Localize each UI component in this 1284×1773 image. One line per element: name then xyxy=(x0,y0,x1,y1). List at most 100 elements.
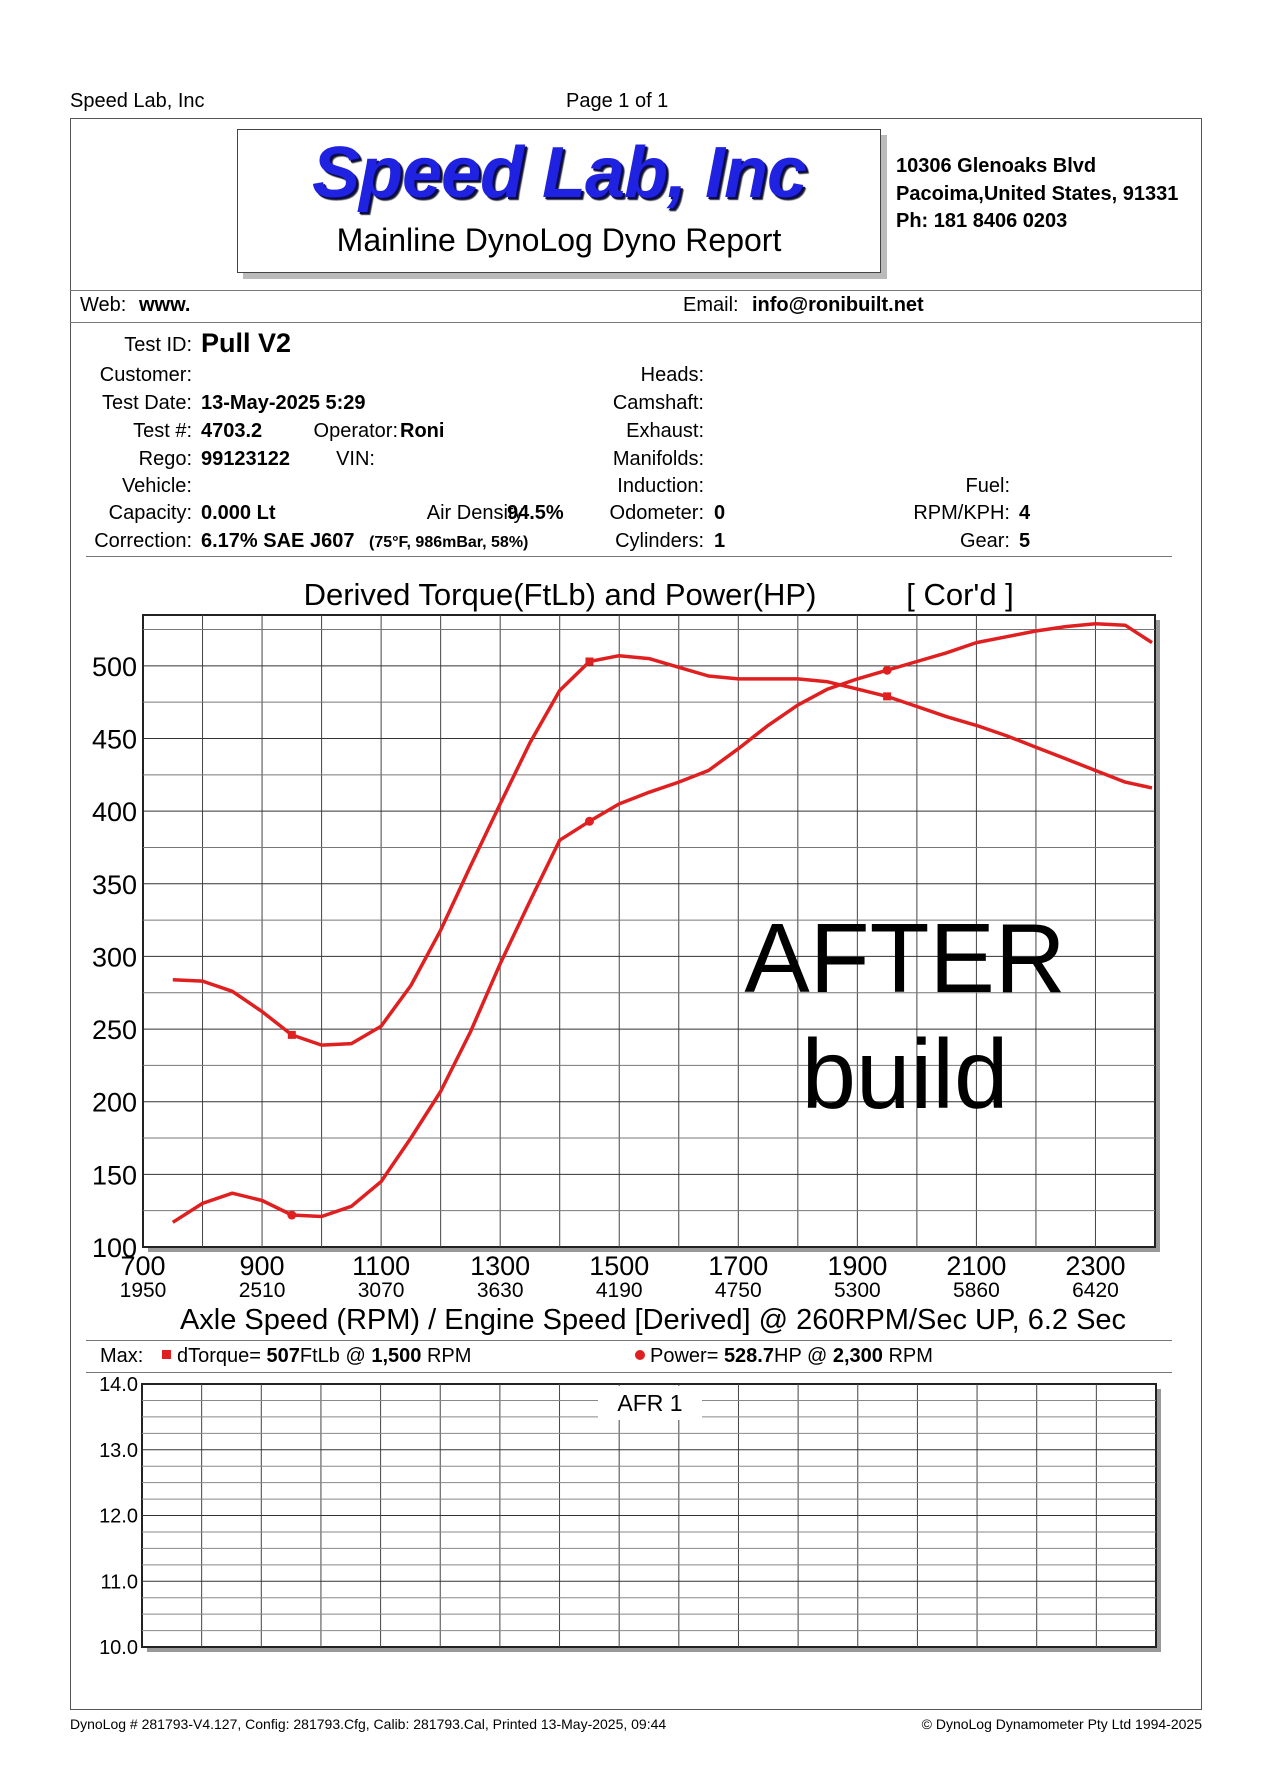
x2-tick-label: 2510 xyxy=(239,1279,286,1302)
x2-tick-label: 5860 xyxy=(953,1279,1000,1302)
camshaft-label: Camshaft: xyxy=(612,392,704,414)
torque-line xyxy=(172,653,1153,1047)
torque-power-chart: Derived Torque(FtLb) and Power(HP) [ Cor… xyxy=(92,577,1160,1336)
x2-tick-label: 4190 xyxy=(596,1279,643,1302)
max-torque: dTorque= 507FtLb @ 1,500 RPM xyxy=(177,1345,471,1368)
report-frame xyxy=(70,118,1202,1710)
induction-label: Induction: xyxy=(617,475,704,497)
afr-y-tick-label: 11.0 xyxy=(101,1571,138,1593)
y-tick-label: 500 xyxy=(92,652,137,682)
email-value: info@ronibuilt.net xyxy=(752,294,924,316)
rpm-kph-label: RPM/KPH: xyxy=(913,502,1010,524)
afr-y-tick-label: 12.0 xyxy=(99,1506,138,1528)
odometer-label: Odometer: xyxy=(609,502,704,524)
test-id-label: Test ID: xyxy=(124,334,192,356)
x-tick-label: 1500 xyxy=(589,1251,649,1281)
address-phone: Ph: 181 8406 0203 xyxy=(896,210,1068,232)
footer-right: © DynoLog Dynamometer Pty Ltd 1994-2025 xyxy=(921,1716,1202,1732)
y-tick-label: 250 xyxy=(92,1015,137,1045)
report-subtitle: Mainline DynoLog Dyno Report xyxy=(336,222,782,258)
max-power-value: 528.7 xyxy=(723,1345,774,1367)
y-tick-label: 150 xyxy=(92,1160,137,1190)
address-line1: 10306 Glenoaks Blvd xyxy=(896,155,1097,177)
address-line2: Pacoima,United States, 91331 xyxy=(896,183,1179,205)
power-marker xyxy=(584,816,594,826)
x-tick-label: 1300 xyxy=(470,1251,530,1281)
afr-y-tick-label: 13.0 xyxy=(99,1440,138,1462)
footer-left: DynoLog # 281793-V4.127, Config: 281793.… xyxy=(70,1716,667,1732)
annotation-after: AFTER xyxy=(744,903,1065,1013)
power-marker-icon xyxy=(635,1350,645,1360)
plot-area xyxy=(142,614,1156,1248)
power-line xyxy=(171,621,1153,1224)
x-tick-label: 700 xyxy=(120,1251,165,1281)
y-tick-label: 300 xyxy=(92,942,137,972)
vin-label: VIN: xyxy=(336,448,375,470)
correction-detail: (75°F, 986mBar, 58%) xyxy=(369,534,529,551)
max-torque-text: dTorque= xyxy=(177,1345,261,1367)
x-tick-label: 1100 xyxy=(352,1251,410,1281)
divider-2 xyxy=(70,322,1202,323)
heads-label: Heads: xyxy=(640,364,704,386)
exhaust-label: Exhaust: xyxy=(626,420,704,442)
afr-y-tick-label: 14.0 xyxy=(99,1374,138,1396)
rego-label: Rego: xyxy=(138,448,192,470)
chart-title-suffix: [ Cor'd ] xyxy=(906,577,1014,612)
max-power-rpm-unit: RPM xyxy=(888,1345,933,1367)
x2-tick-label: 3070 xyxy=(358,1279,405,1302)
max-power-text: Power= xyxy=(650,1345,719,1367)
divider-5 xyxy=(86,1372,1172,1373)
operator-value: Roni xyxy=(400,420,445,442)
gear-label: Gear: xyxy=(959,530,1010,552)
vehicle-label: Vehicle: xyxy=(121,475,192,497)
max-power-rpm: 2,300 xyxy=(832,1345,883,1367)
x2-tick-label: 3630 xyxy=(477,1279,524,1302)
air-density-label: Air Density: xyxy=(426,502,529,524)
x-tick-label: 1900 xyxy=(827,1251,887,1281)
divider-1 xyxy=(70,290,1202,291)
page-number: Page 1 of 1 xyxy=(566,90,669,112)
y-tick-label: 350 xyxy=(92,870,137,900)
afr-title: AFR 1 xyxy=(617,1390,682,1416)
divider-3 xyxy=(86,556,1172,557)
rpm-kph-value: 4 xyxy=(1019,502,1031,524)
torque-marker xyxy=(883,692,892,701)
web-value: www. xyxy=(139,294,191,316)
odometer-value: 0 xyxy=(714,502,726,524)
y-tick-label: 400 xyxy=(92,797,137,827)
max-label: Max: xyxy=(100,1345,144,1367)
max-power: Power= 528.7HP @ 2,300 RPM xyxy=(650,1345,933,1368)
capacity-label: Capacity: xyxy=(108,502,192,524)
max-torque-value: 507 xyxy=(266,1345,300,1367)
customer-label: Customer: xyxy=(99,364,192,386)
test-num-label: Test #: xyxy=(133,420,192,442)
x-axis-label: Axle Speed (RPM) / Engine Speed [Derived… xyxy=(180,1304,1126,1336)
test-date-label: Test Date: xyxy=(101,392,192,414)
x-tick-label: 2300 xyxy=(1065,1251,1125,1281)
torque-marker xyxy=(585,657,594,666)
x2-tick-label: 4750 xyxy=(715,1279,762,1302)
annotation-build: build xyxy=(801,1019,1008,1129)
cylinders-label: Cylinders: xyxy=(615,530,704,552)
test-date-value: 13-May-2025 5:29 xyxy=(201,392,366,414)
y-tick-label: 450 xyxy=(92,724,137,754)
y-tick-label: 200 xyxy=(92,1088,137,1118)
air-density-value: 94.5% xyxy=(507,502,564,524)
power-marker xyxy=(882,665,892,675)
rego-value: 99123122 xyxy=(201,448,290,470)
page-header-company: Speed Lab, Inc xyxy=(70,90,205,112)
test-id-value: Pull V2 xyxy=(201,328,292,358)
chart-title: Derived Torque(FtLb) and Power(HP) xyxy=(304,577,817,612)
correction-value: 6.17% SAE J607 xyxy=(201,530,355,552)
x-tick-label: 900 xyxy=(240,1251,285,1281)
web-label: Web: xyxy=(80,294,127,316)
max-torque-unit: FtLb @ xyxy=(299,1345,366,1367)
x2-tick-label: 1950 xyxy=(120,1279,167,1302)
max-torque-rpm: 1,500 xyxy=(371,1345,422,1367)
logo-box: Speed Lab, Inc Mainline DynoLog Dyno Rep… xyxy=(237,129,881,273)
fuel-label: Fuel: xyxy=(965,475,1010,497)
torque-marker xyxy=(287,1030,296,1039)
divider-4 xyxy=(86,1340,1172,1341)
afr-chart: 10.0 11.0 12.0 13.0 14.0 AFR 1 xyxy=(99,1374,1161,1659)
max-torque-rpm-unit: RPM xyxy=(426,1345,472,1367)
